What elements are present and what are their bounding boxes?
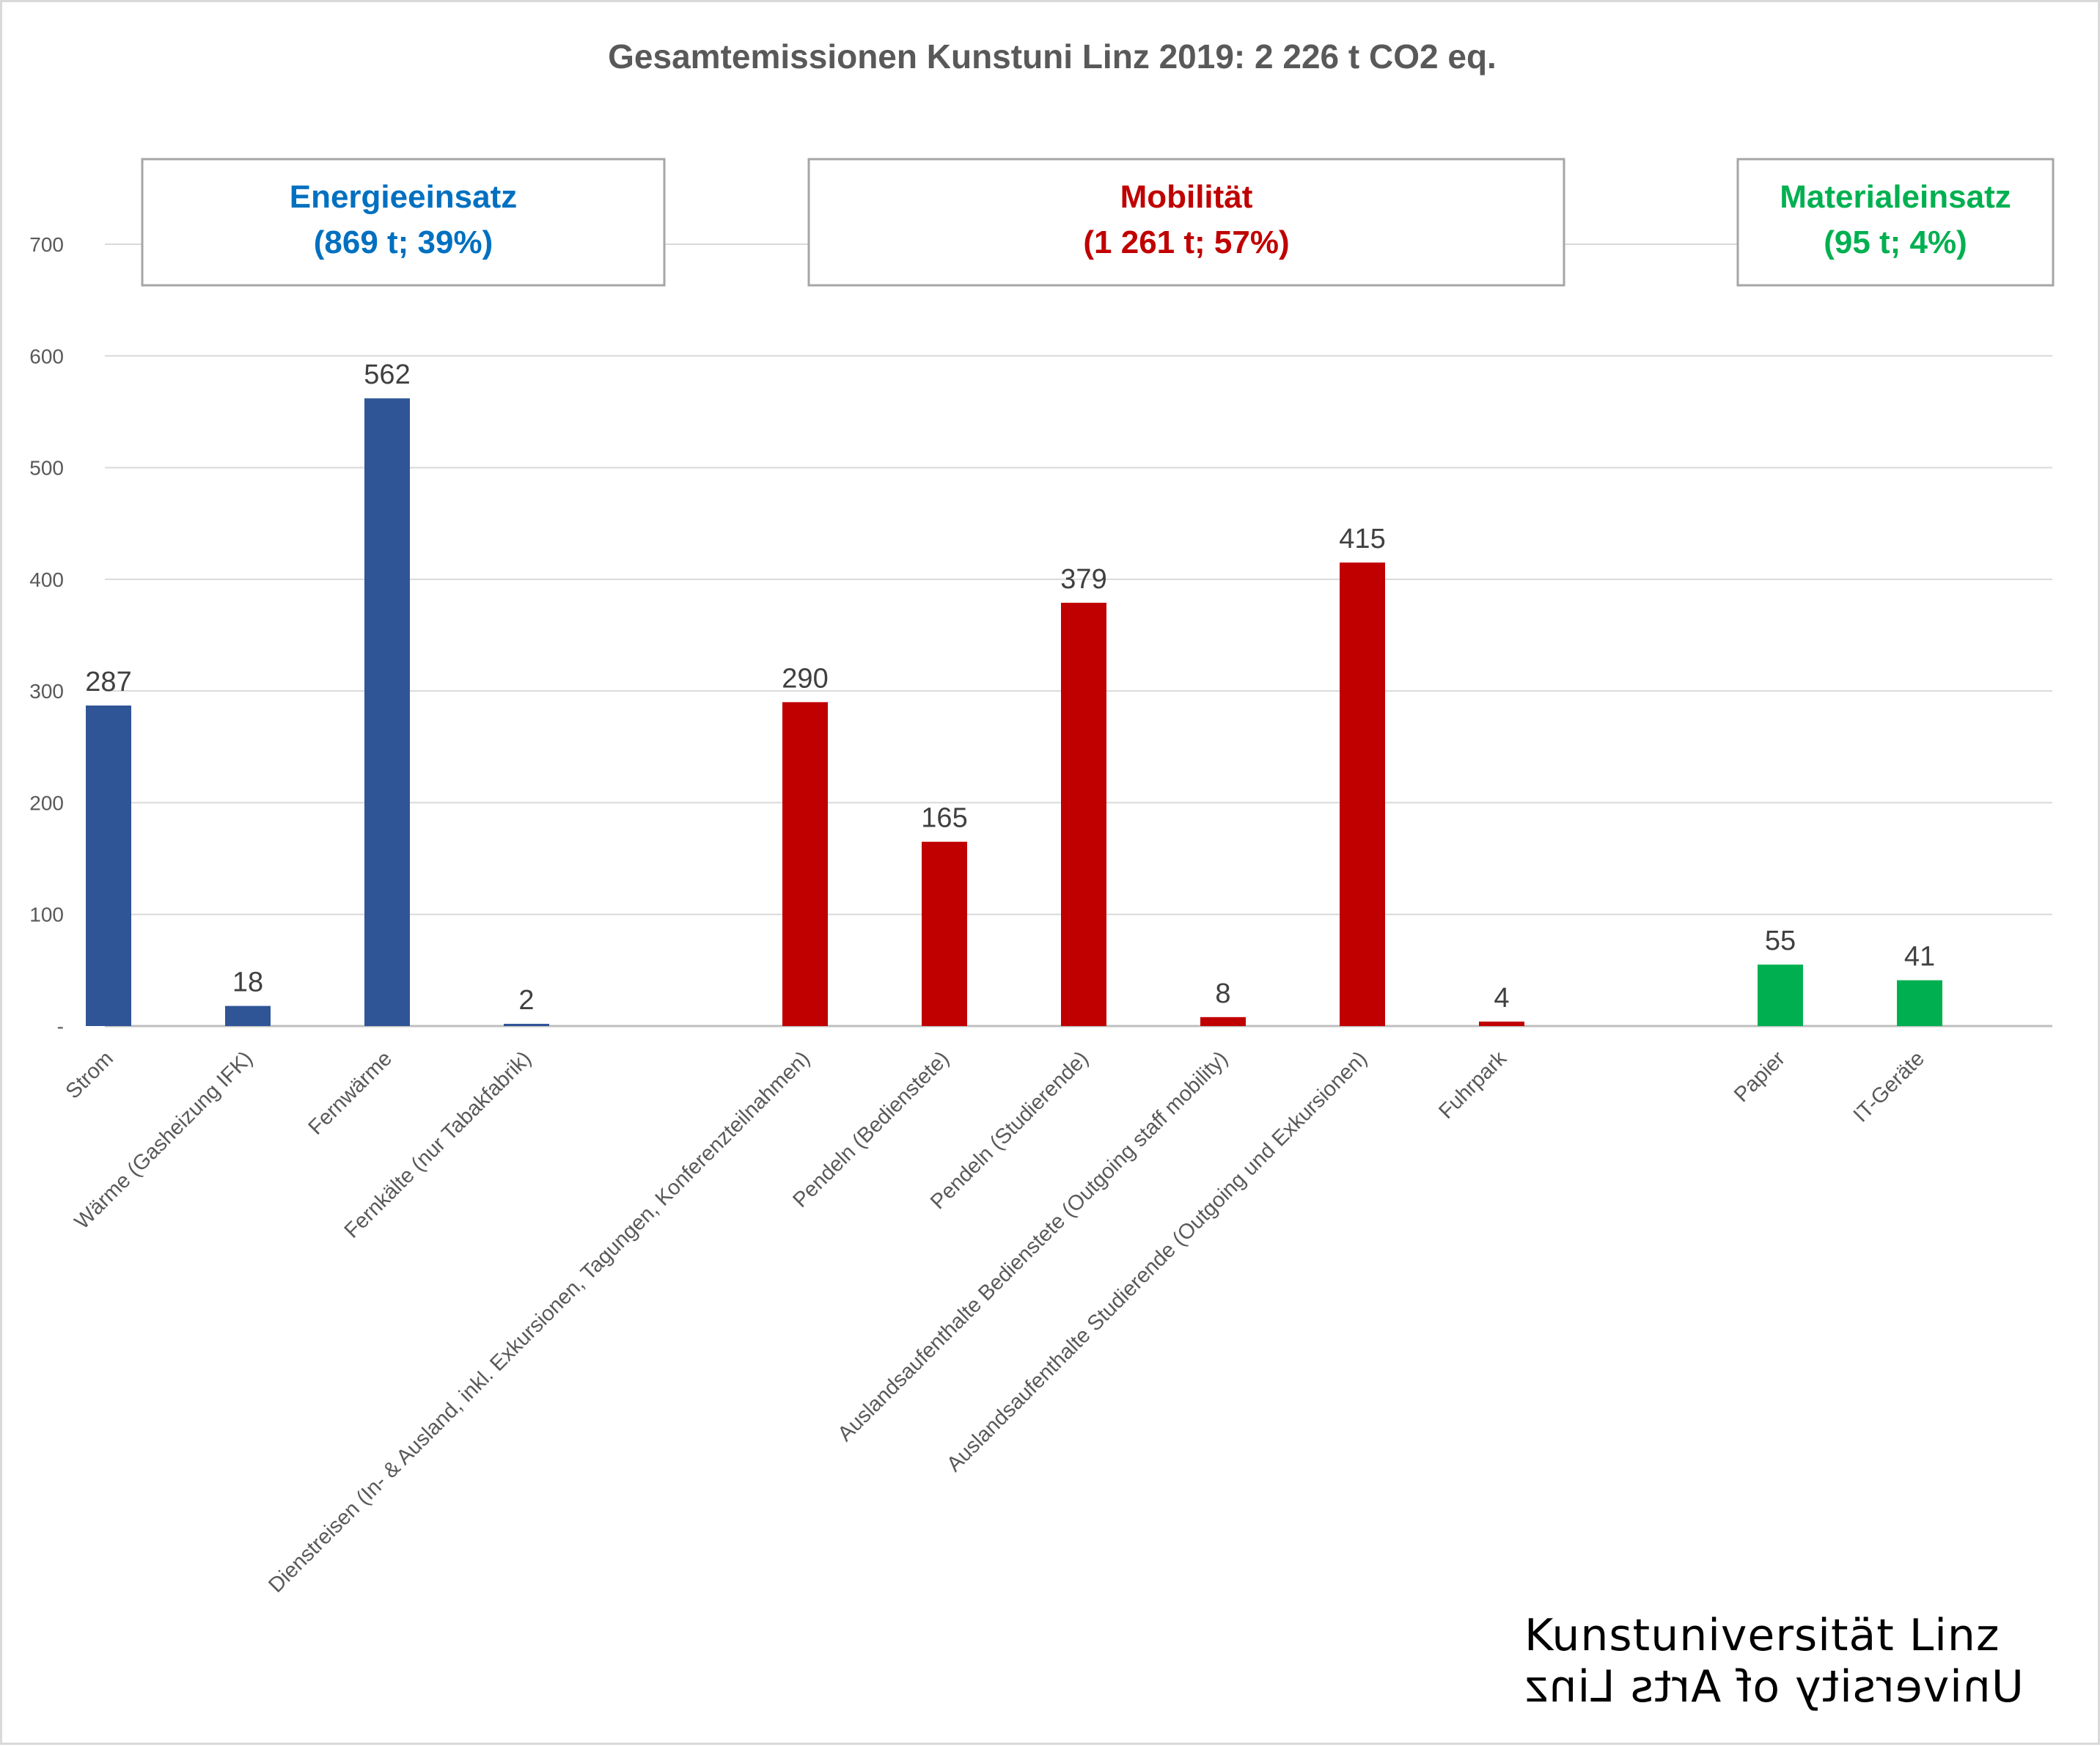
group-header-name: Energieeinsatz (290, 179, 518, 215)
bar (782, 702, 828, 1026)
y-tick-label: 200 (29, 791, 64, 814)
data-label: 165 (921, 803, 967, 834)
x-tick-label: Strom (62, 1047, 118, 1103)
bar (1897, 980, 1942, 1026)
logo-line-2: University of Arts Linz (1524, 1661, 2024, 1713)
y-tick-label: 700 (29, 233, 64, 256)
data-label: 415 (1339, 524, 1385, 554)
bar (1200, 1017, 1246, 1026)
data-label: 41 (1904, 942, 1935, 973)
data-label: 18 (232, 967, 263, 998)
x-tick-label: Dienstreisen (In- & Ausland, inkl. Exkur… (264, 1047, 815, 1597)
x-tick-label: Pendeln (Studierende) (926, 1047, 1093, 1214)
group-header-box (141, 158, 666, 287)
x-tick-label: Pendeln (Bedienstete) (788, 1047, 954, 1212)
university-logo: Kunstuniversität Linz University of Arts… (1524, 1610, 2024, 1713)
y-tick-label: 400 (29, 568, 64, 591)
chart-title: Gesamtemissionen Kunstuni Linz 2019: 2 2… (608, 37, 1497, 76)
data-label: 2 (518, 985, 534, 1016)
group-header-name: Materialeinsatz (1780, 179, 2011, 215)
data-label: 290 (782, 663, 828, 694)
bar (1758, 964, 1803, 1026)
logo-line-1: Kunstuniversität Linz (1524, 1610, 2000, 1661)
group-header-summary: (1 261 t; 57%) (1083, 224, 1289, 260)
group-header-box (1736, 158, 2055, 287)
bar (1061, 602, 1106, 1026)
y-tick-label: 500 (29, 457, 64, 480)
data-label: 562 (364, 359, 410, 390)
y-tick-label: - (57, 1015, 64, 1038)
y-tick-label: 100 (29, 904, 64, 926)
x-tick-label: Fuhrpark (1434, 1047, 1511, 1124)
group-header-summary: (869 t; 39%) (314, 224, 493, 260)
data-label: 55 (1765, 926, 1796, 956)
data-label: 379 (1060, 564, 1106, 595)
y-tick-label: 300 (29, 680, 64, 703)
bar (364, 398, 410, 1026)
x-tick-label: Fernwärme (304, 1047, 397, 1139)
group-header-name: Mobilität (1120, 179, 1253, 215)
data-label: 4 (1494, 983, 1509, 1014)
bar (1340, 563, 1385, 1026)
bar (504, 1023, 549, 1026)
bar (225, 1006, 271, 1026)
x-tick-label: Papier (1730, 1047, 1790, 1107)
x-tick-label: IT-Geräte (1849, 1047, 1929, 1127)
data-label: 8 (1215, 978, 1230, 1009)
bar (86, 705, 131, 1026)
data-label: 287 (85, 667, 131, 697)
y-tick-label: 600 (29, 345, 64, 367)
bar (922, 841, 967, 1026)
group-header-box (807, 158, 1565, 287)
bar (1479, 1021, 1524, 1026)
group-header-summary: (95 t; 4%) (1824, 224, 1967, 260)
